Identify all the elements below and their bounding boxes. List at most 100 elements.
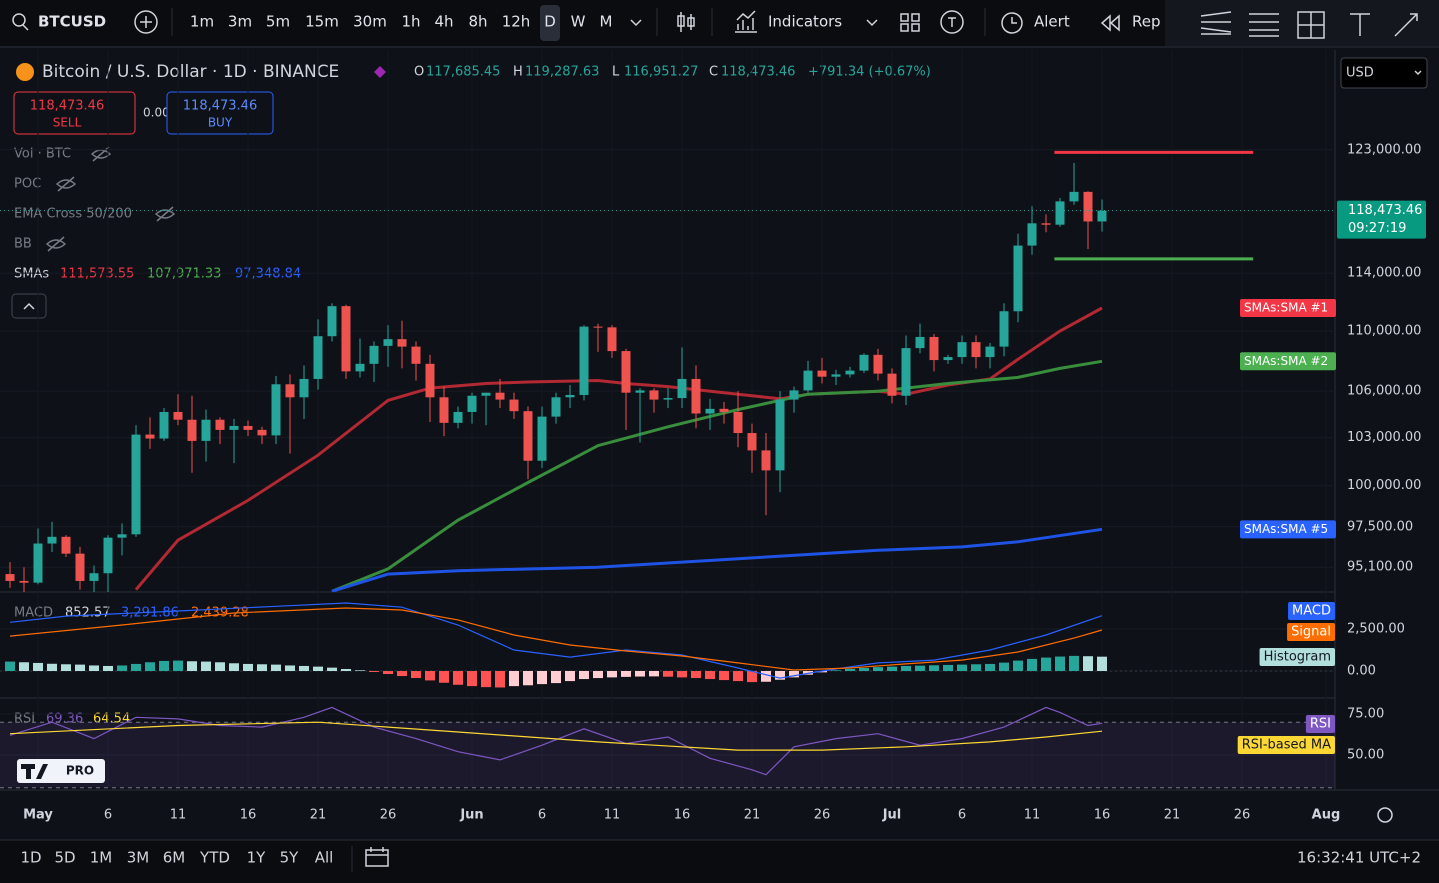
y-tick-label: 123,000.00 [1347, 142, 1421, 157]
interval-button[interactable]: 4h [434, 13, 453, 31]
candle-body [649, 390, 659, 400]
histogram-bar [592, 671, 603, 679]
symbol-title[interactable]: Bitcoin / U.S. Dollar · 1D · BINANCE [42, 62, 339, 82]
interval-button[interactable]: M [600, 13, 613, 31]
ohlc-label: O [414, 65, 424, 80]
study-name[interactable]: EMA Cross 50/200 [14, 207, 132, 222]
interval-button[interactable]: 5m [266, 13, 290, 31]
chart-type-icon[interactable] [677, 12, 695, 32]
indicators-icon[interactable] [735, 10, 757, 33]
pane-label-box [1288, 602, 1335, 620]
range-button[interactable]: 1D [20, 849, 41, 867]
histogram-bar [270, 664, 281, 672]
candle-body [957, 342, 967, 358]
candle-body [19, 580, 29, 583]
interval-button[interactable]: 1h [401, 13, 420, 31]
settings-icon[interactable] [1377, 807, 1393, 823]
range-button[interactable]: 3M [127, 849, 150, 867]
x-tick-label: 11 [170, 808, 187, 823]
candle-body [789, 390, 799, 400]
interval-caret[interactable] [630, 19, 642, 27]
currency-select[interactable] [1340, 57, 1428, 89]
indicators-caret[interactable] [866, 19, 878, 27]
range-button[interactable]: All [315, 849, 334, 867]
symbol[interactable]: BTCUSD [38, 13, 106, 31]
replay-icon[interactable] [1100, 14, 1120, 32]
layout-icon[interactable] [900, 13, 920, 32]
histogram-bar [312, 666, 323, 672]
candle-body [607, 327, 617, 352]
candle-body [425, 363, 435, 398]
buy-button[interactable] [166, 91, 274, 135]
date-range-icon[interactable] [365, 847, 389, 867]
histogram-bar [158, 660, 169, 672]
histogram-bar [144, 662, 155, 672]
study-name[interactable]: BB [14, 237, 32, 252]
histogram-bar [200, 661, 211, 672]
histogram-bar [732, 671, 743, 682]
candle-body [803, 370, 813, 391]
histogram-bar [242, 663, 253, 672]
interval-button[interactable]: 15m [305, 13, 339, 31]
tool-text[interactable] [1350, 13, 1370, 36]
tool-measure[interactable] [1394, 13, 1418, 37]
interval-button[interactable]: 30m [353, 13, 387, 31]
histogram-bar [298, 665, 309, 672]
interval-button[interactable]: 1m [190, 13, 214, 31]
histogram-bar [494, 671, 505, 688]
logo[interactable]: PRO [17, 759, 105, 783]
alert-button[interactable]: Alert [1034, 13, 1070, 31]
histogram-bar [368, 671, 379, 673]
x-tick-label: 26 [814, 808, 831, 823]
templates-icon[interactable] [940, 10, 964, 34]
indicators-button[interactable]: Indicators [768, 13, 842, 31]
range-button[interactable]: 5Y [280, 849, 300, 867]
candle-body [201, 419, 211, 441]
histogram-bar [508, 671, 519, 687]
data-icon[interactable] [374, 66, 386, 78]
tool-fib[interactable] [1249, 13, 1279, 37]
candle-body [89, 573, 99, 581]
ohlc-label: C [709, 65, 718, 80]
study-name[interactable]: Vol · BTC [14, 147, 71, 162]
candle-body [327, 306, 337, 337]
templates-glyph [948, 17, 956, 27]
range-button[interactable]: YTD [199, 849, 230, 867]
interval-button[interactable]: 12h [502, 13, 531, 31]
y-tick-label: 97,500.00 [1347, 519, 1413, 534]
y-tick-label: 103,000.00 [1347, 430, 1421, 445]
x-tick-label: 6 [538, 808, 546, 823]
range-button[interactable]: 5D [54, 849, 75, 867]
range-button[interactable]: 6M [163, 849, 186, 867]
search-icon[interactable] [12, 13, 26, 27]
sell-button[interactable] [13, 91, 136, 135]
histogram-bar [186, 661, 197, 672]
interval-button[interactable]: 3m [228, 13, 252, 31]
range-button[interactable]: 1Y [247, 849, 267, 867]
histogram-bar [634, 671, 645, 677]
sma-label: SMAs:SMA #5 [1244, 522, 1328, 536]
currency: USD [1346, 66, 1374, 81]
study-name[interactable]: POC [14, 177, 41, 192]
interval-button[interactable]: D [544, 13, 556, 31]
histogram-bar [718, 671, 729, 681]
candle-body [551, 397, 561, 417]
pane [0, 602, 1335, 688]
range-button[interactable]: 1M [90, 849, 113, 867]
candle-body [915, 336, 925, 349]
replay-button[interactable]: Rep [1132, 13, 1161, 31]
pane-label-box [1305, 715, 1335, 733]
tool-trend[interactable] [1200, 11, 1232, 35]
tool-pattern[interactable] [1297, 11, 1325, 39]
interval-button[interactable]: 8h [468, 13, 487, 31]
candle-body [145, 434, 155, 439]
rsi-legend-value: 69.36 [46, 712, 83, 727]
histogram-bar [676, 671, 687, 678]
add-symbol[interactable] [134, 10, 158, 34]
histogram-bar [984, 663, 995, 672]
interval-button[interactable]: W [571, 13, 586, 31]
candle-body [341, 306, 351, 372]
alert-icon[interactable] [1001, 12, 1023, 34]
collapse-button[interactable] [11, 293, 47, 319]
candle-body [1027, 223, 1037, 246]
